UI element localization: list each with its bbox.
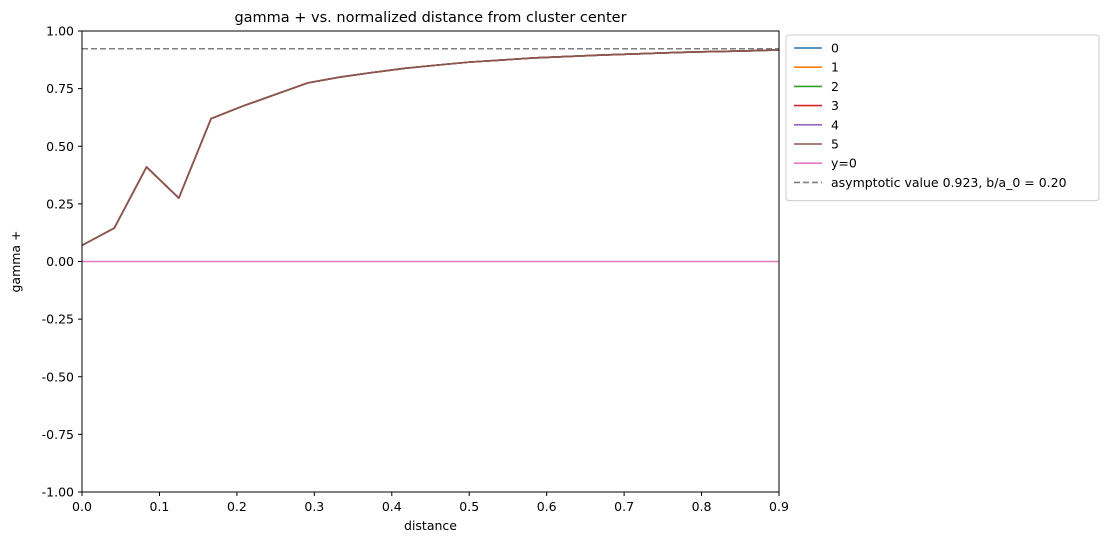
y-tick-label: -0.50: [42, 369, 74, 384]
legend-label: 3: [831, 98, 839, 113]
y-tick-label: 0.25: [46, 196, 74, 211]
y-tick-label: 0.75: [46, 81, 74, 96]
x-tick-label: 0.7: [614, 499, 634, 514]
legend-label: 1: [831, 60, 839, 75]
y-axis-title: gamma +: [8, 230, 23, 292]
legend-label: 2: [831, 79, 839, 94]
x-tick-label: 0.4: [382, 499, 402, 514]
x-tick-label: 0.1: [149, 499, 169, 514]
legend-label: 4: [831, 117, 839, 132]
x-tick-label: 0.3: [304, 499, 324, 514]
y-tick-label: -0.75: [42, 427, 74, 442]
x-tick-label: 0.2: [227, 499, 247, 514]
series-line-5: [82, 49, 779, 247]
x-tick-label: 0.9: [769, 499, 789, 514]
plot-lines: [82, 47, 779, 263]
axes: 0.0 0.1 0.2 0.3 0.4 0.5 0.6 0.7 0.8 0.9 -1.00 -0.75…: [42, 24, 789, 515]
chart-title: gamma + vs. normalized distance from clu…: [234, 10, 626, 26]
y-tick-label: -1.00: [42, 485, 74, 500]
x-tick-label: 0.8: [692, 499, 712, 514]
x-tick-label: 0.5: [459, 499, 479, 514]
legend-label: asymptotic value 0.923, b/a_0 = 0.20: [831, 175, 1067, 190]
legend-label: 0: [831, 41, 839, 56]
y-tick-label: 0.00: [46, 254, 74, 269]
y-tick-label: 1.00: [46, 24, 74, 39]
legend-label: 5: [831, 137, 839, 152]
x-axis-title: distance: [404, 518, 457, 533]
legend-label: y=0: [831, 156, 857, 171]
x-tick-label: 0.0: [72, 499, 92, 514]
plot-area: [82, 47, 779, 263]
x-tick-label: 0.6: [537, 499, 557, 514]
y-tick-label: -0.25: [42, 312, 74, 327]
legend: 0 1 2 3 4 5 y=0 asymptotic value 0.923, b/a_0 =…: [785, 34, 1100, 202]
legend-box: [785, 34, 1100, 202]
y-tick-label: 0.50: [46, 139, 74, 154]
